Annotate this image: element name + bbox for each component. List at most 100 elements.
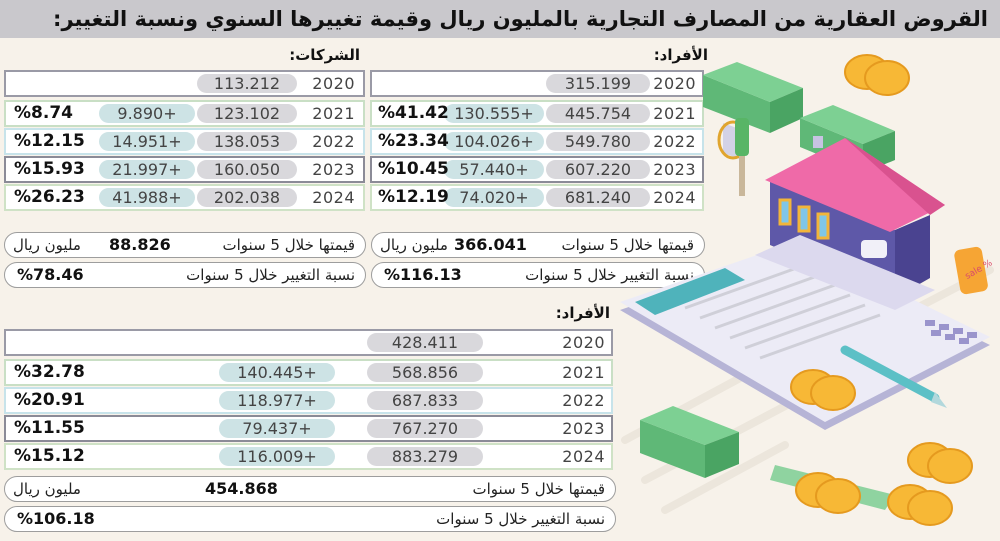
- table-row: 2020 428.411: [4, 329, 613, 356]
- change-pill: 130.555+: [444, 104, 544, 123]
- title-bar: القروض العقارية من المصارف التجارية بالم…: [0, 0, 1000, 38]
- year-cell: 2021: [562, 363, 605, 382]
- change-pill: 116.009+: [219, 447, 335, 466]
- value-pill: 767.270: [367, 419, 483, 438]
- value-pill: 445.754: [546, 104, 650, 123]
- table-row: 2021 445.754 130.555+ %41.42: [370, 100, 704, 127]
- value-pill: 138.053: [197, 132, 297, 151]
- value-pill: 568.856: [367, 363, 483, 382]
- table-row: 2022 687.833 118.977+ %20.91: [4, 387, 613, 414]
- pct-cell: %12.15: [14, 131, 85, 151]
- value-pill: 123.102: [197, 104, 297, 123]
- individuals-summary-value: قيمتها خلال 5 سنوات 366.041 مليون ريال: [371, 232, 705, 258]
- table-row: 2023 767.270 79.437+ %11.55: [4, 415, 613, 442]
- change-pill: 140.445+: [219, 363, 335, 382]
- year-cell: 2024: [653, 188, 696, 207]
- change-pill: 79.437+: [219, 419, 335, 438]
- table-row: 2023 160.050 21.997+ %15.93: [4, 156, 365, 183]
- value-pill: 607.220: [546, 160, 650, 179]
- individuals-summary-pct: نسبة التغيير خلال 5 سنوات %116.13: [371, 262, 705, 288]
- year-cell: 2023: [562, 419, 605, 438]
- pct-cell: %41.42: [378, 103, 449, 123]
- summary-value: 366.041: [454, 235, 527, 254]
- pct-cell: %12.19: [378, 187, 449, 207]
- summary-unit: مليون ريال: [380, 236, 448, 254]
- companies-summary-value: قيمتها خلال 5 سنوات 88.826 مليون ريال: [4, 232, 366, 258]
- pct-cell: %15.93: [14, 159, 85, 179]
- cash-stack-icon: [703, 62, 803, 161]
- year-cell: 2023: [312, 160, 355, 179]
- change-pill: 74.020+: [444, 188, 544, 207]
- table-row: 2022 138.053 14.951+ %12.15: [4, 128, 365, 155]
- individuals-label: الأفراد:: [653, 46, 708, 64]
- pct-cell: %10.45: [378, 159, 449, 179]
- change-pill: 21.997+: [99, 160, 195, 179]
- pct-cell: %8.74: [14, 103, 73, 123]
- companies-label: الشركات:: [289, 46, 360, 64]
- year-cell: 2024: [312, 188, 355, 207]
- table-row: 2022 549.780 104.026+ %23.34: [370, 128, 704, 155]
- summary-label: قيمتها خلال 5 سنوات: [561, 236, 695, 254]
- change-pill: 9.890+: [99, 104, 195, 123]
- table-row: 2024 202.038 41.988+ %26.23: [4, 184, 365, 211]
- grid-decoration: [925, 320, 977, 344]
- change-pill: 57.440+: [444, 160, 544, 179]
- change-pill: 118.977+: [219, 391, 335, 410]
- house-loan-illustration: sale %: [620, 54, 995, 526]
- summary-label: نسبة التغيير خلال 5 سنوات: [525, 266, 694, 284]
- summary-pct: %116.13: [384, 265, 462, 284]
- change-pill: 14.951+: [99, 132, 195, 151]
- companies-summary-pct: نسبة التغيير خلال 5 سنوات %78.46: [4, 262, 366, 288]
- value-pill: 687.833: [367, 391, 483, 410]
- value-pill: 549.780: [546, 132, 650, 151]
- table-row: 2024 681.240 74.020+ %12.19: [370, 184, 704, 211]
- summary-label: نسبة التغيير خلال 5 سنوات: [186, 266, 355, 284]
- summary-value: 454.868: [205, 479, 278, 498]
- table-row: 2020 113.212: [4, 70, 365, 97]
- table-row: 2020 315.199: [370, 70, 704, 97]
- pct-cell: %26.23: [14, 187, 85, 207]
- table-row: 2024 883.279 116.009+ %15.12: [4, 443, 613, 470]
- value-pill: 202.038: [197, 188, 297, 207]
- value-pill: 883.279: [367, 447, 483, 466]
- table-row: 2023 607.220 57.440+ %10.45: [370, 156, 704, 183]
- pct-cell: %32.78: [14, 362, 85, 382]
- change-pill: 104.026+: [444, 132, 544, 151]
- year-cell: 2021: [312, 104, 355, 123]
- summary-label: نسبة التغيير خلال 5 سنوات: [436, 510, 605, 528]
- value-pill: 315.199: [546, 74, 650, 93]
- summary-value: 88.826: [109, 235, 171, 254]
- value-pill: 428.411: [367, 333, 483, 352]
- change-pill: 41.988+: [99, 188, 195, 207]
- year-cell: 2020: [562, 333, 605, 352]
- summary-unit: مليون ريال: [13, 236, 81, 254]
- value-pill: 160.050: [197, 160, 297, 179]
- total-summary-pct: نسبة التغيير خلال 5 سنوات %106.18: [4, 506, 616, 532]
- pct-cell: %20.91: [14, 390, 85, 410]
- value-pill: 681.240: [546, 188, 650, 207]
- value-pill: 113.212: [197, 74, 297, 93]
- key-icon: [717, 118, 749, 196]
- pct-cell: %15.12: [14, 446, 85, 466]
- year-cell: 2024: [562, 447, 605, 466]
- summary-label: قيمتها خلال 5 سنوات: [472, 480, 606, 498]
- year-cell: 2022: [312, 132, 355, 151]
- table-row: 2021 568.856 140.445+ %32.78: [4, 359, 613, 386]
- table-row: 2021 123.102 9.890+ %8.74: [4, 100, 365, 127]
- year-cell: 2021: [653, 104, 696, 123]
- pct-cell: %23.34: [378, 131, 449, 151]
- house-icon: [755, 136, 945, 310]
- pen-icon: [840, 345, 947, 408]
- year-cell: 2022: [562, 391, 605, 410]
- total-label: الأفراد:: [555, 304, 610, 322]
- summary-pct: %78.46: [17, 265, 84, 284]
- summary-unit: مليون ريال: [13, 480, 81, 498]
- page-title: القروض العقارية من المصارف التجارية بالم…: [53, 7, 988, 31]
- year-cell: 2020: [653, 74, 696, 93]
- year-cell: 2023: [653, 160, 696, 179]
- cash-stack-icon: [640, 406, 739, 478]
- coin-icon: [790, 54, 973, 526]
- sale-tag-icon: sale %: [954, 246, 995, 295]
- summary-pct: %106.18: [17, 509, 95, 528]
- pct-cell: %11.55: [14, 418, 85, 438]
